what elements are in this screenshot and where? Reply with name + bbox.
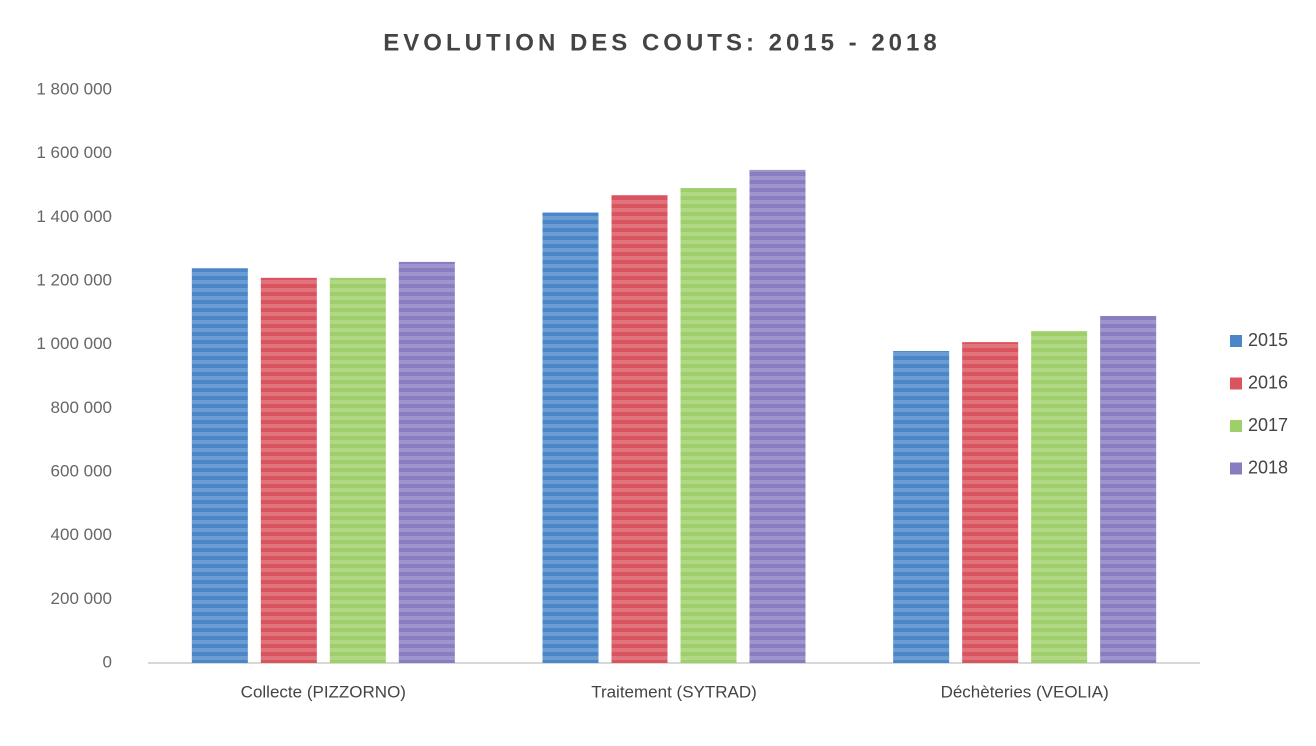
bar <box>260 277 317 663</box>
y-tick-label: 1 600 000 <box>36 143 112 162</box>
legend-swatch <box>1230 420 1242 432</box>
bar <box>962 342 1019 663</box>
chart-title: EVOLUTION DES COUTS: 2015 - 2018 <box>383 29 940 56</box>
legend-swatch <box>1230 377 1242 390</box>
x-tick-label: Collecte (PIZZORNO) <box>241 682 406 701</box>
bar <box>542 212 599 663</box>
bar <box>680 188 737 663</box>
bar <box>1031 330 1088 663</box>
y-tick-label: 1 000 000 <box>36 334 112 353</box>
bar <box>398 261 455 663</box>
bar <box>893 351 950 663</box>
bar <box>329 277 386 663</box>
y-tick-label: 600 000 <box>51 461 112 480</box>
legend-label: 2016 <box>1248 372 1288 392</box>
x-tick-label: Déchèteries (VEOLIA) <box>941 682 1109 701</box>
y-tick-label: 400 000 <box>51 525 112 544</box>
y-tick-label: 1 800 000 <box>36 79 112 98</box>
y-tick-label: 200 000 <box>51 589 112 608</box>
y-tick-label: 1 200 000 <box>36 270 112 289</box>
y-tick-label: 1 400 000 <box>36 207 112 226</box>
bar <box>611 195 668 664</box>
bar <box>191 268 248 663</box>
bar <box>749 169 806 663</box>
legend-label: 2015 <box>1248 330 1288 350</box>
legend-swatch <box>1230 462 1242 475</box>
y-tick-label: 800 000 <box>51 398 112 417</box>
bar <box>1100 316 1157 663</box>
legend-label: 2017 <box>1248 415 1288 435</box>
y-tick-label: 0 <box>103 652 112 671</box>
legend-swatch <box>1230 335 1242 347</box>
x-tick-label: Traitement (SYTRAD) <box>591 682 757 701</box>
legend-label: 2018 <box>1248 457 1288 477</box>
